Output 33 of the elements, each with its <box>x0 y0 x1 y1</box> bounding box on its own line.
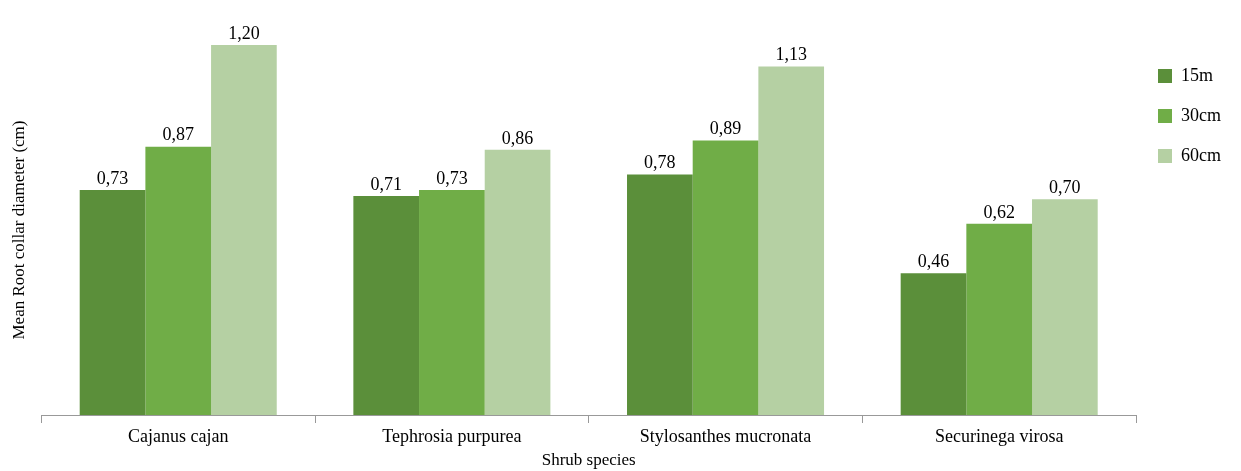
data-label: 0,89 <box>709 118 742 139</box>
y-axis-title: Mean Root collar diameter (cm) <box>8 120 28 340</box>
data-label: 0,87 <box>162 124 194 145</box>
bar <box>1032 199 1098 415</box>
bar <box>692 140 759 415</box>
bar <box>900 273 967 415</box>
bar <box>353 196 420 415</box>
bar <box>966 223 1033 415</box>
data-label: 0,73 <box>436 167 468 188</box>
data-label: 1,20 <box>228 22 260 43</box>
bar <box>627 174 693 415</box>
x-tick-label: Stylosanthes mucronata <box>639 425 812 446</box>
data-label: 0,86 <box>501 127 534 148</box>
bar <box>145 146 212 415</box>
data-label: 0,46 <box>917 250 950 271</box>
x-tick-label: Tephrosia purpurea <box>382 425 522 446</box>
data-label: 0,73 <box>96 167 129 188</box>
x-tick-label: Securinega virosa <box>934 425 1064 446</box>
data-label: 0,71 <box>370 173 402 194</box>
data-label: 0,78 <box>644 152 676 173</box>
x-axis-title: Shrub species <box>541 450 636 470</box>
legend-label: 15m <box>1181 64 1214 85</box>
legend-label: 30cm <box>1181 104 1222 125</box>
legend-label: 60cm <box>1181 144 1222 165</box>
data-label: 0,62 <box>983 201 1015 222</box>
bar <box>419 189 485 415</box>
bar <box>79 189 146 415</box>
bar <box>211 45 277 415</box>
data-label: 1,13 <box>775 44 807 65</box>
bar <box>484 149 551 415</box>
data-label: 0,70 <box>1049 176 1081 197</box>
bar <box>758 66 825 415</box>
x-tick-label: Cajanus cajan <box>127 425 229 446</box>
